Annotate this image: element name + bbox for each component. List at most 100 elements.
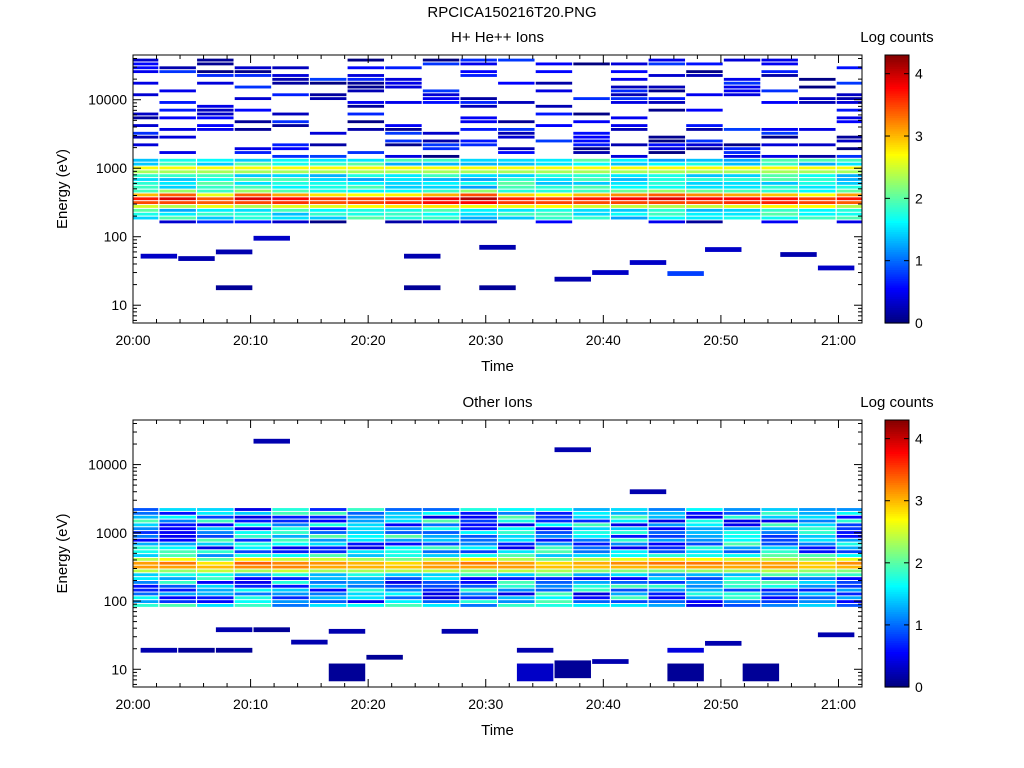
data-cell: [133, 201, 159, 205]
data-cell: [309, 554, 347, 557]
data-cell: [234, 170, 272, 174]
data-cell: [648, 162, 686, 166]
data-cell: [133, 216, 159, 220]
colorbar-tick-label: 0: [915, 315, 923, 331]
data-cell: [133, 600, 159, 604]
data-cell: [836, 531, 862, 534]
data-cell: [723, 143, 761, 147]
data-cell: [234, 565, 272, 569]
data-cell: [347, 85, 385, 89]
data-cell: [133, 573, 159, 577]
data-cell: [272, 519, 309, 523]
data-cell: [460, 212, 497, 216]
data-cell: [498, 201, 535, 205]
colorbar-segment: [885, 137, 909, 141]
colorbar-segment: [885, 626, 909, 630]
data-cell: [573, 205, 610, 208]
data-cell: [498, 151, 535, 154]
data-cell: [686, 197, 723, 201]
data-cell: [159, 515, 196, 519]
data-cell: [385, 519, 422, 523]
colorbar-segment: [885, 184, 909, 188]
data-cell: [133, 561, 159, 565]
colorbar-segment: [885, 640, 909, 644]
data-cell: [133, 554, 159, 557]
data-cell: [422, 93, 460, 97]
data-cell: [573, 151, 610, 154]
data-cell: [159, 127, 196, 131]
data-cell: [422, 58, 460, 62]
colorbar-segment: [885, 233, 909, 237]
data-cell: [610, 596, 648, 600]
x-tick-label: 21:00: [821, 696, 856, 712]
data-cell: [535, 596, 573, 600]
colorbar-segment: [885, 262, 909, 266]
data-cell: [460, 588, 497, 592]
data-cell: [836, 538, 862, 542]
data-cell: [159, 108, 196, 112]
data-cell: [309, 573, 347, 577]
colorbar-segment: [885, 675, 909, 679]
data-cell: [498, 538, 535, 542]
colorbar-segment: [885, 473, 909, 477]
data-cell: [197, 557, 234, 561]
colorbar-segment: [885, 130, 909, 134]
colorbar-segment: [885, 680, 909, 684]
data-cell: [347, 166, 385, 170]
data-cell: [309, 550, 347, 554]
data-cell: [573, 546, 610, 550]
data-cell: [347, 185, 385, 189]
data-cell: [234, 554, 272, 557]
data-point: [253, 438, 290, 444]
data-cell: [836, 527, 862, 531]
data-cell: [197, 174, 234, 178]
data-cell: [159, 527, 196, 531]
colorbar-segment: [885, 81, 909, 85]
data-cell: [385, 523, 422, 527]
data-cell: [799, 581, 836, 584]
data-cell: [761, 600, 798, 604]
data-cell: [648, 212, 686, 216]
data-cell: [422, 511, 460, 515]
data-cell: [234, 162, 272, 166]
data-point: [366, 654, 403, 660]
data-cell: [648, 511, 686, 515]
data-cell: [686, 584, 723, 588]
colorbar-segment: [885, 162, 909, 166]
data-cell: [535, 178, 573, 181]
data-cell: [197, 74, 234, 77]
data-cell: [573, 174, 610, 178]
data-point: [667, 271, 704, 276]
data-cell: [648, 557, 686, 561]
data-cell: [723, 201, 761, 205]
data-cell: [197, 565, 234, 569]
data-cell: [272, 573, 309, 577]
data-cell: [535, 573, 573, 577]
colorbar-segment: [885, 271, 909, 275]
data-cell: [309, 181, 347, 185]
data-cell: [309, 581, 347, 584]
data-cell: [309, 143, 347, 147]
data-cell: [422, 162, 460, 166]
data-cell: [272, 166, 309, 170]
data-cell: [498, 181, 535, 185]
colorbar-segment: [885, 166, 909, 170]
data-point: [667, 647, 704, 653]
y-tick-label: 1000: [96, 525, 127, 541]
data-cell: [347, 596, 385, 600]
data-cell: [610, 154, 648, 158]
data-cell: [498, 147, 535, 151]
data-cell: [723, 193, 761, 197]
data-cell: [610, 569, 648, 573]
data-cell: [422, 201, 460, 205]
data-cell: [761, 523, 798, 527]
data-cell: [234, 557, 272, 561]
data-cell: [460, 158, 497, 162]
data-cell: [197, 220, 234, 224]
data-cell: [272, 178, 309, 181]
data-cell: [272, 212, 309, 216]
data-cell: [159, 181, 196, 185]
data-cell: [234, 147, 272, 151]
data-cell: [159, 511, 196, 515]
data-cell: [535, 201, 573, 205]
